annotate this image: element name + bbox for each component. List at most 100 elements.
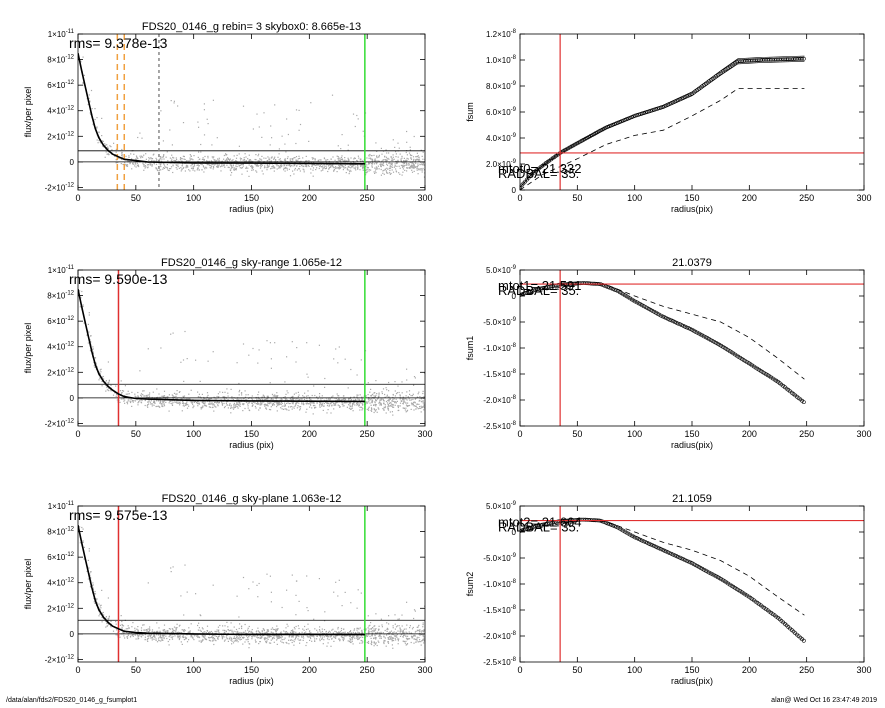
scatter-point	[228, 158, 230, 161]
scatter-point	[384, 404, 386, 406]
scatter-point	[336, 632, 338, 634]
scatter-point	[145, 153, 147, 155]
scatter-point	[360, 406, 362, 408]
scatter-point	[306, 607, 308, 609]
scatter-point	[295, 159, 297, 161]
scatter-point	[398, 625, 400, 627]
scatter-point	[261, 155, 263, 157]
scatter-point	[270, 168, 272, 170]
scatter-point	[374, 404, 376, 406]
scatter-point	[405, 160, 407, 162]
scatter-point	[113, 142, 115, 144]
scatter-point	[238, 405, 240, 407]
scatter-point	[392, 647, 394, 649]
scatter-point	[386, 163, 388, 165]
scatter-point	[337, 395, 339, 397]
scatter-point	[201, 158, 203, 160]
scatter-point	[163, 637, 165, 639]
scatter-point	[367, 401, 369, 403]
cumulative-point	[607, 285, 612, 290]
scatter-point	[329, 399, 331, 401]
scatter-point	[397, 156, 399, 158]
scatter-point	[392, 404, 394, 406]
scatter-point	[236, 154, 238, 156]
scatter-point	[314, 394, 316, 397]
scatter-point	[134, 629, 136, 631]
scatter-point	[289, 159, 291, 161]
scatter-point	[285, 151, 287, 153]
scatter-point	[277, 395, 279, 397]
scatter-point	[308, 165, 310, 167]
scatter-point	[136, 157, 138, 159]
scatter-point	[388, 402, 391, 404]
scatter-point	[273, 404, 275, 406]
scatter-point	[155, 157, 157, 159]
scatter-point	[410, 157, 412, 159]
scatter-point	[392, 398, 394, 400]
scatter-point	[80, 60, 82, 62]
scatter-point	[217, 166, 219, 168]
scatter-point	[203, 171, 205, 173]
scatter-point	[99, 369, 101, 371]
scatter-point	[181, 402, 184, 404]
scatter-point	[325, 401, 327, 403]
scatter-point	[386, 628, 388, 631]
scatter-point	[340, 161, 342, 163]
scatter-point	[227, 392, 229, 394]
scatter-point	[208, 639, 210, 641]
scatter-point	[405, 628, 407, 630]
scatter-point	[386, 394, 388, 396]
scatter-point	[112, 394, 115, 396]
scatter-point	[320, 631, 322, 633]
cumulative-point	[636, 112, 641, 117]
scatter-point	[376, 157, 378, 159]
scatter-point	[366, 171, 368, 174]
scatter-point	[416, 407, 418, 409]
scatter-point	[181, 632, 183, 634]
scatter-point	[376, 644, 378, 647]
scatter-point	[135, 166, 137, 168]
scatter-point	[271, 167, 273, 169]
scatter-point	[281, 398, 283, 400]
scatter-point	[212, 406, 214, 408]
scatter-point	[317, 631, 319, 633]
scatter-point	[296, 634, 298, 637]
x-axis-label: radius(pix)	[671, 440, 713, 450]
scatter-point	[401, 381, 403, 383]
scatter-point	[292, 401, 294, 403]
scatter-point	[359, 159, 361, 161]
scatter-point	[210, 164, 212, 166]
scatter-point	[238, 402, 240, 404]
scatter-point	[108, 616, 110, 618]
scatter-point	[165, 156, 167, 158]
scatter-point	[156, 169, 159, 172]
scatter-point	[180, 641, 182, 643]
scatter-point	[327, 398, 329, 400]
scatter-point	[374, 167, 376, 169]
scatter-point	[326, 163, 328, 166]
scatter-point	[165, 396, 167, 398]
scatter-point	[370, 395, 372, 397]
scatter-point	[164, 630, 166, 632]
scatter-point	[337, 145, 339, 147]
scatter-point	[248, 402, 250, 404]
scatter-point	[270, 402, 272, 404]
scatter-point	[290, 636, 293, 638]
scatter-point	[304, 161, 306, 164]
scatter-point	[171, 154, 173, 156]
scatter-point	[351, 638, 353, 640]
scatter-point	[176, 390, 178, 392]
scatter-point	[221, 163, 223, 165]
scatter-point	[419, 629, 421, 631]
scatter-point	[87, 559, 89, 561]
scatter-point	[338, 579, 340, 581]
scatter-point	[171, 638, 174, 640]
scatter-point	[280, 636, 282, 639]
scatter-point	[398, 638, 400, 640]
scatter-point	[333, 404, 335, 406]
scatter-point	[348, 407, 350, 409]
scatter-point	[357, 155, 359, 157]
scatter-point	[189, 154, 191, 156]
scatter-point	[308, 631, 311, 633]
scatter-point	[143, 629, 145, 631]
